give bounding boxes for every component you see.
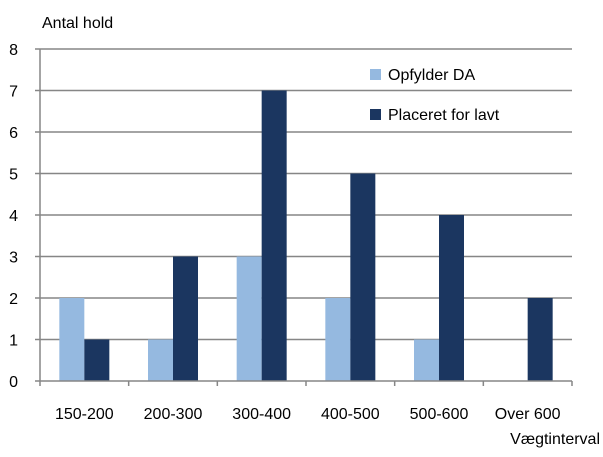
y-tick-labels: 0 1 2 3 4 5 6 7 8 bbox=[9, 42, 18, 391]
x-axis-title: Vægtinterval bbox=[510, 431, 600, 448]
y-tick-label: 4 bbox=[9, 208, 18, 225]
bars bbox=[59, 90, 553, 381]
y-tick-label: 8 bbox=[9, 42, 18, 59]
bar-opfylder-da-500-600 bbox=[414, 339, 439, 381]
legend: Opfylder DA Placeret for lavt bbox=[370, 67, 500, 124]
x-tick-label-over-600: Over 600 bbox=[495, 406, 561, 423]
legend-swatch-placeret-for-lavt bbox=[370, 109, 381, 120]
y-tick-label: 7 bbox=[9, 84, 18, 101]
x-tick-label-150-200: 150-200 bbox=[55, 406, 114, 423]
bar-placeret-for-lavt-150-200 bbox=[84, 339, 110, 381]
legend-swatch-opfylder-da bbox=[370, 69, 381, 80]
axes bbox=[35, 48, 573, 386]
x-tick-label-400-500: 400-500 bbox=[321, 406, 380, 423]
bar-opfylder-da-400-500 bbox=[325, 298, 351, 381]
y-tick-label: 0 bbox=[9, 374, 18, 391]
bar-placeret-for-lavt-200-300 bbox=[173, 256, 198, 381]
gridlines bbox=[40, 48, 572, 341]
legend-label-opfylder-da: Opfylder DA bbox=[388, 67, 475, 84]
x-tick-label-200-300: 200-300 bbox=[144, 406, 203, 423]
y-tick-label: 5 bbox=[9, 167, 18, 184]
bar-opfylder-da-150-200 bbox=[59, 298, 85, 381]
y-tick-label: 3 bbox=[9, 250, 18, 267]
x-tick-label-500-600: 500-600 bbox=[410, 406, 469, 423]
y-tick-label: 6 bbox=[9, 125, 18, 142]
bar-placeret-for-lavt-500-600 bbox=[439, 215, 464, 381]
bar-opfylder-da-300-400 bbox=[236, 256, 262, 381]
y-axis-title: Antal hold bbox=[42, 15, 113, 32]
x-tick-labels: 150-200 200-300 300-400 400-500 500-600 Over … bbox=[55, 406, 561, 423]
legend-label-placeret-for-lavt: Placeret for lavt bbox=[388, 107, 500, 124]
x-tick-label-300-400: 300-400 bbox=[232, 406, 291, 423]
bar-placeret-for-lavt-400-500 bbox=[350, 173, 376, 381]
y-tick-label: 2 bbox=[9, 291, 18, 308]
y-tick-label: 1 bbox=[9, 333, 18, 350]
bar-placeret-for-lavt-over-600 bbox=[527, 298, 553, 381]
bar-opfylder-da-200-300 bbox=[148, 339, 173, 381]
bar-placeret-for-lavt-300-400 bbox=[261, 90, 287, 381]
